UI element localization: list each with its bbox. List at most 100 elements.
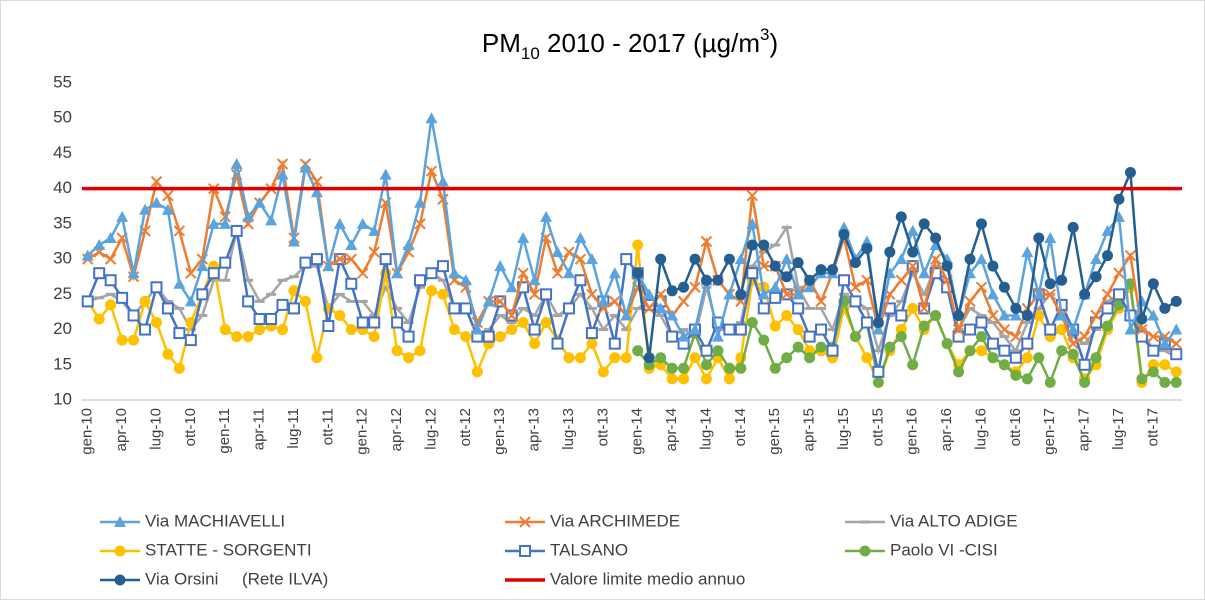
point-marker: [276, 158, 289, 170]
x-tick-label: lug-17: [1110, 408, 1127, 450]
point-marker: [105, 299, 117, 311]
point-marker: [803, 330, 816, 343]
point-marker: [116, 210, 129, 222]
point-marker: [173, 362, 185, 374]
point-marker: [242, 210, 255, 222]
point-marker: [815, 264, 827, 276]
legend-label: Via ARCHIMEDE: [550, 511, 680, 530]
point-marker: [815, 323, 828, 336]
point-marker: [780, 288, 793, 301]
point-marker: [403, 352, 415, 364]
point-marker: [322, 320, 335, 333]
x-tick-label: apr-14: [663, 408, 680, 451]
point-marker: [677, 330, 690, 342]
point-marker: [414, 196, 427, 208]
point-marker: [506, 324, 518, 336]
point-marker: [528, 274, 541, 286]
title-part: PM: [482, 28, 521, 58]
point-marker: [746, 190, 759, 202]
point-marker: [677, 295, 690, 308]
point-marker: [494, 331, 506, 343]
point-marker: [104, 274, 117, 287]
point-marker: [804, 274, 816, 286]
point-marker: [666, 285, 678, 297]
point-marker: [746, 239, 758, 251]
point-marker: [563, 246, 575, 258]
point-marker: [528, 323, 541, 336]
point-marker: [792, 257, 804, 269]
point-marker: [150, 281, 163, 294]
point-marker: [368, 316, 381, 329]
legend-label: Via MACHIAVELLI: [145, 511, 285, 530]
point-marker: [207, 267, 220, 280]
point-marker: [803, 281, 816, 293]
point-marker: [700, 359, 712, 371]
point-marker: [906, 224, 919, 236]
point-marker: [402, 239, 415, 251]
point-marker: [837, 221, 850, 233]
point-marker: [253, 196, 266, 208]
point-marker: [162, 190, 174, 202]
y-tick-label: 50: [53, 108, 72, 127]
point-marker: [334, 309, 346, 321]
point-marker: [781, 271, 793, 283]
point-marker: [998, 281, 1010, 293]
point-marker: [723, 288, 736, 300]
point-marker: [276, 298, 289, 311]
point-marker: [161, 302, 174, 315]
point-marker: [872, 317, 884, 329]
x-tick-label: ott-14: [732, 408, 749, 446]
point-marker: [414, 274, 427, 287]
point-marker: [1056, 324, 1068, 336]
legend-label: Paolo VI -CISI: [890, 540, 998, 559]
point-marker: [334, 253, 346, 265]
point-marker: [952, 323, 965, 336]
point-marker: [872, 323, 885, 335]
point-marker: [276, 168, 289, 180]
point-marker: [139, 295, 151, 307]
point-marker: [918, 218, 930, 230]
point-marker: [104, 253, 117, 265]
x-tick-label: apr-11: [251, 408, 268, 450]
point-marker: [1067, 337, 1079, 350]
point-marker: [849, 331, 861, 343]
point-marker: [815, 341, 827, 353]
point-marker: [1044, 323, 1057, 336]
point-marker: [1113, 267, 1125, 279]
point-marker: [230, 158, 243, 170]
point-marker: [1158, 337, 1171, 349]
point-marker: [632, 267, 644, 279]
point-marker: [837, 274, 850, 287]
x-tick-label: gen-11: [216, 408, 233, 454]
point-marker: [1079, 288, 1091, 300]
legend-label: Valore limite medio annuo: [550, 569, 745, 588]
legend-marker: [114, 545, 126, 557]
point-marker: [861, 243, 873, 255]
point-marker: [414, 345, 426, 357]
point-marker: [391, 316, 404, 329]
point-marker: [1147, 366, 1159, 378]
point-marker: [1090, 309, 1102, 322]
point-marker: [219, 324, 231, 336]
point-marker: [150, 317, 162, 329]
point-marker: [930, 232, 942, 244]
point-marker: [161, 203, 174, 215]
point-marker: [918, 267, 931, 279]
point-marker: [219, 211, 231, 223]
point-marker: [1135, 295, 1148, 307]
point-marker: [1044, 288, 1056, 301]
point-marker: [872, 376, 884, 388]
x-tick-label: ott-15: [869, 408, 886, 446]
point-marker: [162, 348, 174, 360]
point-marker: [700, 274, 712, 286]
series: [81, 112, 1183, 349]
x-tick-label: gen-15: [766, 408, 783, 455]
point-marker: [643, 288, 656, 300]
x-tick-label: apr-13: [526, 408, 543, 451]
legend-label: STATTE - SORGENTI: [145, 540, 312, 559]
point-marker: [872, 365, 885, 378]
point-marker: [1009, 309, 1022, 321]
x-tick-label: gen-13: [491, 408, 508, 455]
point-marker: [941, 338, 953, 350]
point-marker: [150, 196, 163, 208]
